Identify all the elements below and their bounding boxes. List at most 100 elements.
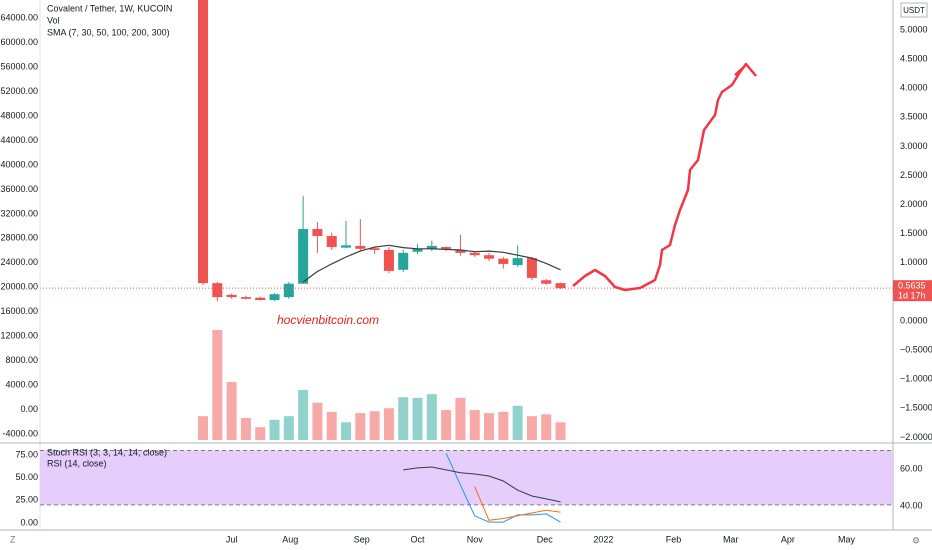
axis-tick-label: 4.0000 — [900, 83, 928, 93]
candle-body — [498, 258, 509, 264]
x-tick-label: Aug — [282, 534, 298, 544]
legend-entry: Vol — [47, 15, 60, 25]
volume-bar — [441, 410, 452, 440]
candle-body — [369, 248, 380, 250]
volume-bar — [240, 418, 251, 440]
x-tick-label: May — [838, 534, 856, 544]
axis-tick-label: 36000.00 — [0, 184, 38, 194]
hand-drawn-projection — [572, 62, 757, 292]
settings-icon[interactable]: ⚙ — [912, 535, 920, 545]
candle-body — [355, 245, 366, 249]
series-line — [302, 244, 561, 283]
zoom-icon[interactable]: Z — [10, 534, 16, 544]
axis-tick-label: 2.5000 — [900, 170, 928, 180]
volume-bar — [198, 416, 209, 440]
candle-body — [298, 229, 309, 284]
axis-tick-label: 56000.00 — [0, 62, 38, 72]
volume-bar — [541, 414, 552, 440]
axis-tick-label: 64000.00 — [0, 13, 38, 23]
axis-tick-label: −2.0000 — [900, 432, 932, 442]
x-tick-label: Oct — [411, 534, 426, 544]
last-price-box — [893, 280, 932, 302]
candle-body — [426, 245, 437, 249]
stoch-band — [40, 450, 893, 505]
candle-body — [283, 283, 294, 298]
legend-entry: RSI (14, close) — [47, 458, 107, 468]
x-tick-label: Sep — [354, 534, 370, 544]
candle-body — [383, 249, 394, 271]
axis-tick-label: 16000.00 — [0, 306, 38, 316]
volume-bar — [226, 381, 237, 440]
axis-tick-label: 0.00 — [20, 404, 38, 414]
candle-body — [455, 249, 466, 253]
volume-bar — [469, 410, 480, 440]
legend-entry: SMA (7, 30, 50, 100, 200, 300) — [47, 27, 170, 37]
axis-tick-label: 0.0000 — [900, 315, 928, 325]
series-line — [474, 486, 561, 521]
volume-bar — [412, 397, 423, 440]
candle-body — [226, 294, 237, 298]
volume-bar — [484, 413, 495, 440]
volume-bar — [455, 397, 466, 440]
axis-tick-label: 24000.00 — [0, 257, 38, 267]
axis-tick-label: 75.00 — [15, 449, 38, 459]
candle-body — [341, 245, 352, 248]
candle-body — [212, 283, 223, 298]
x-tick-label: Nov — [467, 534, 484, 544]
volume-bar — [555, 422, 566, 440]
x-tick-label: Dec — [537, 534, 554, 544]
candle-body — [526, 258, 537, 278]
candle-body — [255, 297, 266, 301]
x-tick-label: Feb — [666, 534, 682, 544]
volume-bar — [341, 422, 352, 440]
volume-bar — [383, 408, 394, 440]
volume-bar — [312, 402, 323, 440]
volume-bar — [326, 411, 337, 440]
candle-body — [512, 258, 523, 266]
axis-tick-label: -4000.00 — [2, 428, 38, 438]
volume-bar — [398, 397, 409, 440]
series-line — [403, 466, 561, 503]
axis-tick-label: −1.0000 — [900, 374, 932, 384]
volume-bar — [512, 405, 523, 440]
volume-bar — [269, 419, 280, 440]
candle-body — [555, 283, 566, 289]
axis-tick-label: 3.5000 — [900, 112, 928, 122]
volume-bar — [369, 411, 380, 440]
axis-tick-label: 2.0000 — [900, 199, 928, 209]
axis-tick-label: 4000.00 — [5, 379, 38, 389]
watermark: hocvienbitcoin.com — [277, 313, 379, 327]
axis-tick-label: 60.00 — [900, 463, 923, 473]
axis-tick-label: 52000.00 — [0, 86, 38, 96]
axis-tick-label: 50.00 — [15, 472, 38, 482]
candle-body — [398, 252, 409, 270]
axis-tick-label: 1.0000 — [900, 257, 928, 267]
x-tick-label: Apr — [781, 534, 795, 544]
candle-body — [469, 252, 480, 256]
axis-tick-label: 40000.00 — [0, 159, 38, 169]
volume-bar — [355, 413, 366, 440]
currency-box — [900, 2, 928, 18]
axis-tick-label: 48000.00 — [0, 110, 38, 120]
candle-body — [412, 248, 423, 252]
axis-tick-label: 0.00 — [20, 517, 38, 527]
axis-tick-label: 44000.00 — [0, 135, 38, 145]
axis-tick-label: 4.5000 — [900, 53, 928, 63]
axis-tick-label: 25.00 — [15, 495, 38, 505]
last-price-label: 0.5635 — [898, 281, 926, 291]
axis-tick-label: 60000.00 — [0, 37, 38, 47]
axis-tick-label: 3.0000 — [900, 141, 928, 151]
volume-bar — [498, 411, 509, 440]
x-tick-label: Mar — [723, 534, 739, 544]
volume-bar — [255, 427, 266, 440]
axis-tick-label: 20000.00 — [0, 282, 38, 292]
volume-bar — [283, 416, 294, 440]
candle-body — [240, 297, 251, 299]
axis-tick-label: 32000.00 — [0, 208, 38, 218]
axis-tick-label: −1.5000 — [900, 403, 932, 413]
axis-tick-label: 1.5000 — [900, 228, 928, 238]
legend-entry: Stoch RSI (3, 3, 14, 14, close) — [47, 447, 167, 457]
volume-bar — [298, 389, 309, 440]
